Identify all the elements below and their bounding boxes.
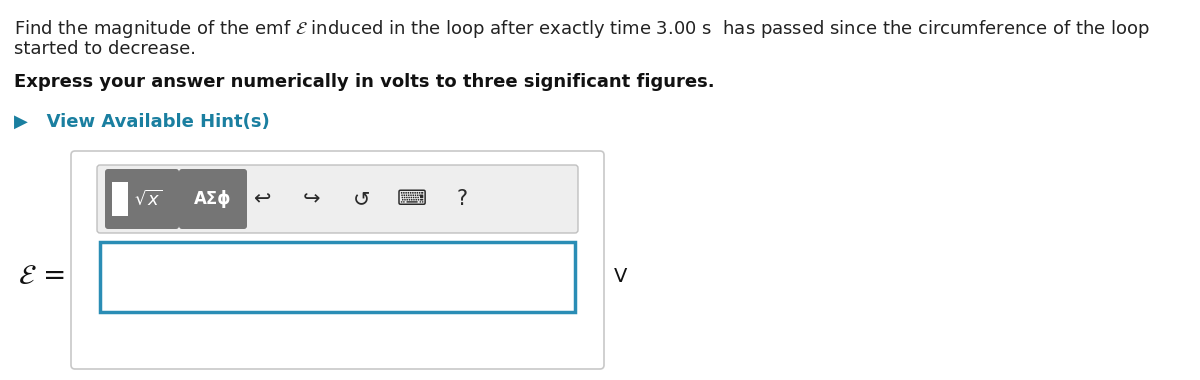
Text: ↪: ↪ [304, 189, 320, 209]
Text: $\sqrt{x}$: $\sqrt{x}$ [133, 189, 162, 209]
Bar [100, 242, 575, 312]
Text: AΣϕ: AΣϕ [194, 190, 232, 208]
Text: Express your answer numerically in volts to three significant figures.: Express your answer numerically in volts… [14, 73, 715, 91]
Text: ↺: ↺ [353, 189, 371, 209]
Text: ↩: ↩ [253, 189, 271, 209]
Text: started to decrease.: started to decrease. [14, 40, 196, 58]
FancyBboxPatch shape [71, 151, 604, 369]
FancyBboxPatch shape [179, 169, 247, 229]
Text: V: V [614, 268, 628, 287]
Text: $\mathcal{E}$ =: $\mathcal{E}$ = [18, 263, 65, 290]
FancyBboxPatch shape [97, 165, 578, 233]
Text: ▶   View Available Hint(s): ▶ View Available Hint(s) [14, 113, 270, 131]
Text: ?: ? [456, 189, 468, 209]
Bar [112, 182, 128, 216]
FancyBboxPatch shape [106, 169, 179, 229]
Text: Find the magnitude of the emf $\mathcal{E}$ induced in the loop after exactly ti: Find the magnitude of the emf $\mathcal{… [14, 18, 1151, 40]
Text: ⌨: ⌨ [397, 189, 427, 209]
